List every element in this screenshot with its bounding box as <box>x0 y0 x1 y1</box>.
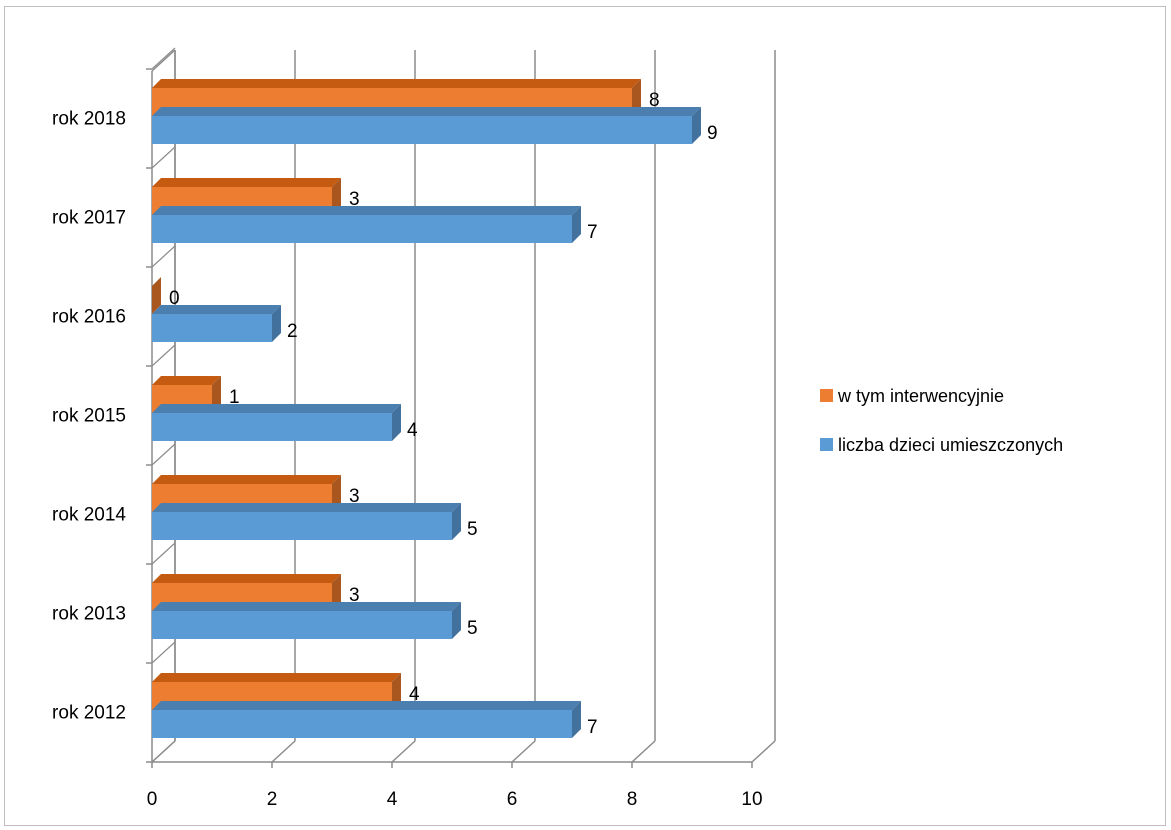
left-wall-separator <box>151 245 176 268</box>
legend-swatch <box>820 438 833 451</box>
legend-label: liczba dzieci umieszczonych <box>838 435 1063 455</box>
data-label-liczba-dzieci: 7 <box>587 717 598 738</box>
bar-liczba-dzieci-side <box>452 503 461 540</box>
bar-liczba-dzieci-front <box>152 611 452 639</box>
bar-liczba-dzieci-side <box>392 404 401 441</box>
bar-interwencyjnie-side <box>632 79 641 116</box>
bar-interwencyjnie-top <box>152 475 341 484</box>
left-wall-separator <box>151 344 176 367</box>
data-label-interwencyjnie: 3 <box>349 486 360 507</box>
bar-liczba-dzieci <box>152 107 701 144</box>
bar-interwencyjnie-top <box>152 673 401 682</box>
data-label-liczba-dzieci: 5 <box>467 519 478 540</box>
bar-liczba-dzieci-top <box>152 206 581 215</box>
bar-interwencyjnie-side <box>332 574 341 611</box>
bar-interwencyjnie-side <box>332 475 341 512</box>
bar-interwencyjnie-side <box>392 673 401 710</box>
data-label-liczba-dzieci: 9 <box>707 123 718 144</box>
bar-liczba-dzieci-front <box>152 314 272 342</box>
bar-liczba-dzieci <box>152 305 281 342</box>
bar-interwencyjnie-top <box>152 79 641 88</box>
bar-interwencyjnie-top <box>152 376 221 385</box>
bar-liczba-dzieci-front <box>152 413 392 441</box>
x-tick-label: 0 <box>147 789 158 810</box>
bar-liczba-dzieci-side <box>452 602 461 639</box>
bar-liczba-dzieci-top <box>152 701 581 710</box>
floor-gridline <box>151 740 176 763</box>
bar-interwencyjnie <box>152 277 161 314</box>
data-label-interwencyjnie: 8 <box>649 90 660 111</box>
bar-liczba-dzieci-front <box>152 116 692 144</box>
left-wall-separator <box>151 146 176 169</box>
bar-liczba-dzieci-front <box>152 215 572 243</box>
bar-liczba-dzieci-top <box>152 107 701 116</box>
bar-liczba-dzieci <box>152 503 461 540</box>
bar-liczba-dzieci-side <box>692 107 701 144</box>
category-label: rok 2013 <box>52 604 126 625</box>
data-label-liczba-dzieci: 2 <box>287 321 298 342</box>
category-label: rok 2014 <box>52 505 126 526</box>
x-tick-label: 4 <box>387 789 398 810</box>
floor-gridline <box>511 740 536 763</box>
bar-liczba-dzieci-top <box>152 305 281 314</box>
x-tick-label: 2 <box>267 789 278 810</box>
floor-gridline <box>271 740 296 763</box>
bar-interwencyjnie-side <box>212 376 221 413</box>
bar-liczba-dzieci-side <box>572 701 581 738</box>
data-label-interwencyjnie: 3 <box>349 585 360 606</box>
left-wall-separator <box>151 542 176 565</box>
bar-liczba-dzieci <box>152 701 581 738</box>
left-wall-separator <box>151 641 176 664</box>
category-label: rok 2017 <box>52 208 126 229</box>
category-label: rok 2018 <box>52 109 126 130</box>
bar-liczba-dzieci-top <box>152 503 461 512</box>
data-label-liczba-dzieci: 7 <box>587 222 598 243</box>
floor-gridline <box>391 740 416 763</box>
data-label-interwencyjnie: 3 <box>349 189 360 210</box>
data-label-liczba-dzieci: 4 <box>407 420 418 441</box>
legend-swatch <box>820 389 833 402</box>
x-tick-label: 6 <box>507 789 518 810</box>
bar-liczba-dzieci-front <box>152 710 572 738</box>
category-label: rok 2016 <box>52 307 126 328</box>
x-tick-label: 10 <box>741 789 762 810</box>
bar-liczba-dzieci-side <box>572 206 581 243</box>
bar-liczba-dzieci-top <box>152 602 461 611</box>
left-wall-separator <box>151 443 176 466</box>
bar-liczba-dzieci <box>152 602 461 639</box>
bar-liczba-dzieci <box>152 206 581 243</box>
floor-gridline <box>631 740 656 763</box>
left-wall-top-edge <box>151 49 176 72</box>
left-wall-separator <box>151 47 176 70</box>
bar-interwencyjnie-side <box>332 178 341 215</box>
bar-liczba-dzieci-side <box>272 305 281 342</box>
bar-liczba-dzieci <box>152 404 401 441</box>
data-label-interwencyjnie: 4 <box>409 684 420 705</box>
bar-liczba-dzieci-top <box>152 404 401 413</box>
data-label-interwencyjnie: 1 <box>229 387 240 408</box>
bar-liczba-dzieci-front <box>152 512 452 540</box>
legend-label: w tym interwencyjnie <box>837 386 1004 406</box>
category-label: rok 2015 <box>52 406 126 427</box>
x-tick-label: 8 <box>627 789 638 810</box>
data-label-liczba-dzieci: 5 <box>467 618 478 639</box>
bar-interwencyjnie-top <box>152 178 341 187</box>
floor-gridline <box>751 740 776 763</box>
data-label-interwencyjnie: 0 <box>169 288 180 309</box>
category-label: rok 2012 <box>52 703 126 724</box>
bar-interwencyjnie-side <box>152 277 161 314</box>
bar-interwencyjnie-top <box>152 574 341 583</box>
